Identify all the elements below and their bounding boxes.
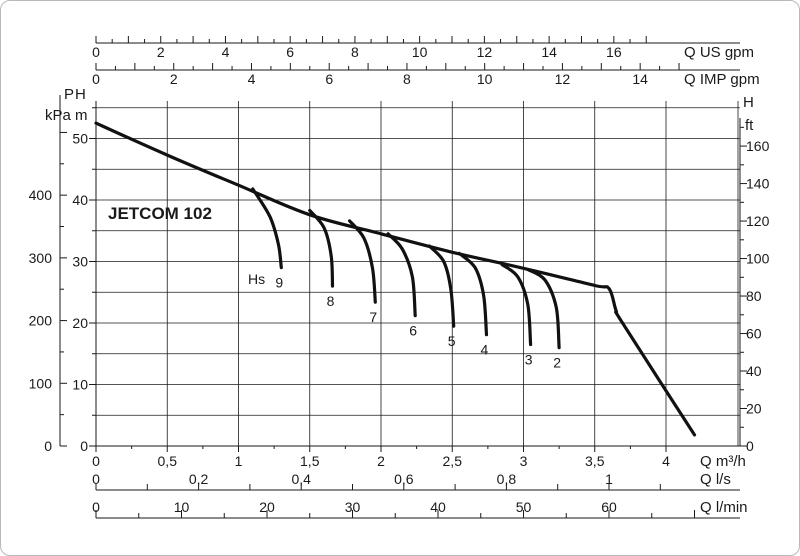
q-ls-axis-label: Q l/s [700,471,731,488]
tick-label-m3h: 3,5 [585,453,605,469]
suction-curve-label-5: 5 [448,333,456,349]
tick-label-h: 30 [72,254,88,270]
suction-curve-9 [251,187,283,270]
tick-label-m3h: 1 [235,453,243,469]
tick-label-lmin: 20 [259,499,275,515]
tick-label-ls: 0,8 [497,471,517,487]
hft-axis-unit: ft [745,117,754,134]
tick-label-impgpm: 14 [632,71,648,87]
suction-curve-label-6: 6 [409,323,417,339]
tick-label-impgpm: 4 [248,71,256,87]
q-usgpm-axis-label: Q US gpm [684,44,754,61]
tick-label-m3h: 0,5 [158,453,178,469]
tick-label-m3h: 1,5 [300,453,320,469]
tick-label-ls: 0,6 [394,471,414,487]
tick-label-lmin: 0 [92,499,100,515]
tick-label-h: 40 [72,192,88,208]
curve-labels: 9 8 7 6 5 4 3 2 [275,275,561,371]
tick-label-h: 50 [72,131,88,147]
tick-label-kpa: 400 [29,187,53,203]
tick-label-usgpm: 4 [222,44,230,60]
tick-label-ls: 0 [92,471,100,487]
tick-label-impgpm: 0 [92,71,100,87]
tick-label-ft: 120 [746,213,770,229]
tick-label-lmin: 50 [516,499,532,515]
q-lmin-axis-label: Q l/min [700,499,748,516]
main-pump-curve [94,121,697,437]
gridlines [96,101,740,446]
h-axis-title: H [75,86,86,103]
tick-label-kpa: 200 [29,313,53,329]
tick-label-ft: 100 [746,251,770,267]
tick-label-ft: 20 [746,401,762,417]
tick-label-kpa: 300 [29,250,53,266]
suction-curve-label-8: 8 [327,293,335,309]
tick-label-h: 0 [80,438,88,454]
suction-curve-8 [308,208,335,288]
tick-label-h: 20 [72,315,88,331]
tick-label-ft: 60 [746,326,762,342]
suction-curve-6 [386,232,417,318]
tick-label-m3h: 0 [92,453,100,469]
tick-label-lmin: 30 [345,499,361,515]
tick-label-ft: 160 [746,138,770,154]
suction-curve-2 [526,267,561,350]
tick-label-usgpm: 14 [541,44,557,60]
tick-label-lmin: 10 [174,499,190,515]
suction-curve-7 [348,219,377,304]
tick-label-ls: 0,2 [189,471,209,487]
q-m3h-axis-label: Q m³/h [700,453,746,470]
tick-label-m3h: 2,5 [443,453,463,469]
tick-label-ft: 80 [746,288,762,304]
tick-label-lmin: 40 [430,499,446,515]
p-axis-unit: kPa [45,107,72,124]
tick-labels: 0 2 4 6 8 10 12 14 160 2 4 6 8 10 12 140 0,5 1 1,5 2 2,5 3 3,5… [29,44,770,515]
tick-label-kpa: 100 [29,375,53,391]
tick-label-ft: 0 [746,438,754,454]
tick-label-usgpm: 6 [286,44,294,60]
suction-label: Hs [248,271,265,287]
suction-curve-5 [427,244,456,328]
tick-label-m3h: 2 [377,453,385,469]
tick-label-lmin: 60 [601,499,617,515]
h-axis-unit: m [75,107,88,124]
tick-label-ls: 0,4 [291,471,311,487]
tick-label-ft: 140 [746,176,770,192]
curves [94,121,697,437]
tick-label-ls: 1 [605,471,613,487]
suction-curve-3 [500,263,533,347]
tick-label-h: 10 [72,377,88,393]
tick-label-m3h: 3 [520,453,528,469]
tick-label-impgpm: 12 [555,71,571,87]
p-axis-title: P [64,86,74,103]
tick-label-usgpm: 0 [92,44,100,60]
tick-label-usgpm: 2 [157,44,165,60]
tick-label-usgpm: 16 [606,44,622,60]
hft-axis-title: H [743,94,754,111]
suction-curve-label-2: 2 [553,355,561,371]
suction-curve-label-9: 9 [275,275,283,291]
chart-title: JETCOM 102 [108,204,212,223]
q-impgpm-axis-label: Q IMP gpm [684,71,760,88]
suction-curve-label-7: 7 [369,309,377,325]
tick-label-m3h: 4 [662,453,670,469]
tick-label-usgpm: 10 [412,44,428,60]
tick-label-impgpm: 10 [477,71,493,87]
tick-label-ft: 40 [746,363,762,379]
tick-label-impgpm: 6 [325,71,333,87]
tick-label-kpa: 0 [44,438,52,454]
suction-curve-label-3: 3 [525,352,533,368]
suction-curve-4 [457,251,489,337]
suction-curve-label-4: 4 [481,342,489,358]
tick-label-usgpm: 12 [477,44,493,60]
axes [59,36,747,519]
tick-label-impgpm: 8 [403,71,411,87]
tick-label-usgpm: 8 [351,44,359,60]
tick-label-impgpm: 2 [170,71,178,87]
